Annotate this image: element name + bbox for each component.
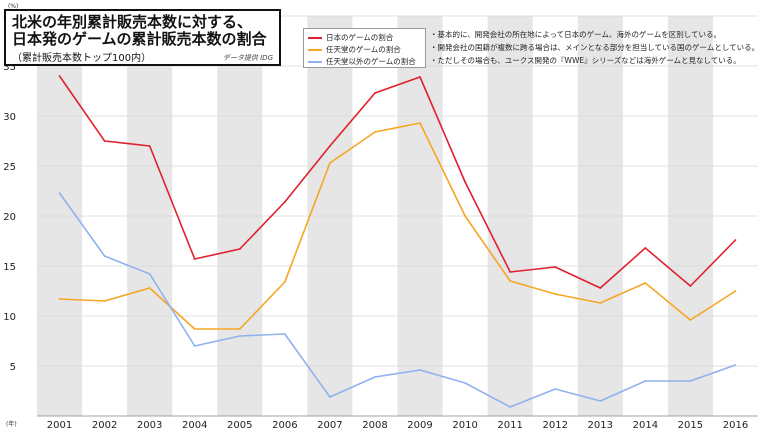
data-point — [193, 328, 196, 330]
legend-item-japan: 日本のゲームの割合 — [308, 32, 393, 43]
data-point — [464, 181, 466, 183]
data-point — [464, 215, 466, 217]
x-tick-label: 2004 — [182, 420, 207, 431]
data-point — [148, 145, 151, 147]
data-point — [644, 247, 647, 249]
legend: 日本のゲームの割合 任天堂のゲームの割合 任天堂以外のゲームの割合 — [303, 28, 426, 68]
data-point — [374, 131, 376, 133]
data-point — [419, 122, 421, 124]
data-point — [509, 406, 512, 408]
x-tick-label: 2003 — [137, 420, 162, 431]
legend-swatch-japan — [308, 37, 322, 39]
data-point — [689, 285, 692, 287]
chart-subtitle: （累計販売本数トップ100内） — [12, 53, 152, 64]
x-tick-label: 2008 — [362, 420, 387, 431]
data-point — [509, 271, 512, 273]
legend-item-nintendo: 任天堂のゲームの割合 — [308, 44, 401, 55]
y-tick-label: 15 — [3, 262, 16, 273]
x-unit-label: (年) — [6, 420, 17, 428]
data-point — [644, 380, 647, 382]
data-point — [689, 380, 692, 382]
data-point — [734, 239, 737, 241]
note-1: ・基本的に、開発会社の所在地によって日本のゲーム、海外のゲームを区別している。 — [430, 30, 721, 39]
data-point — [103, 140, 106, 142]
data-point — [193, 345, 196, 347]
data-point — [374, 92, 376, 94]
x-tick-label: 2012 — [542, 420, 567, 431]
x-tick-label: 2014 — [633, 420, 658, 431]
x-tick-label: 2006 — [272, 420, 297, 431]
series-line-0 — [58, 75, 737, 289]
x-tick-label: 2001 — [47, 420, 72, 431]
title-box: 北米の年別累計販売本数に対する、 日本発のゲームの累計販売本数の割合 （累計販売… — [4, 9, 281, 66]
data-source: データ提供 IDG — [222, 54, 273, 62]
data-point — [238, 248, 241, 250]
data-point — [464, 382, 466, 384]
legend-swatch-other — [308, 61, 322, 63]
data-point — [689, 319, 692, 321]
y-tick-label: 30 — [3, 112, 16, 123]
x-tick-label: 2007 — [317, 420, 342, 431]
chart-title-line2: 日本発のゲームの累計販売本数の割合 — [12, 30, 267, 48]
data-point — [329, 145, 331, 147]
y-tick-label: 5 — [10, 362, 16, 373]
note-2: ・開発会社の国籍が複数に跨る場合は、メインとなる部分を担当している国のゲームとし… — [430, 43, 760, 52]
notes: ・基本的に、開発会社の所在地によって日本のゲーム、海外のゲームを区別している。 … — [430, 28, 759, 67]
series-lines — [58, 75, 737, 408]
data-point — [599, 302, 602, 304]
data-point — [103, 255, 106, 257]
data-point — [599, 287, 602, 289]
y-unit-label: (%) — [8, 3, 18, 10]
data-point — [554, 293, 557, 295]
data-point — [283, 281, 286, 283]
y-tick-label: 20 — [3, 212, 16, 223]
data-point — [329, 396, 331, 398]
x-tick-label: 2002 — [92, 420, 117, 431]
y-tick-label: 35 — [3, 62, 16, 73]
data-point — [509, 280, 512, 282]
x-tick-label: 2011 — [497, 420, 522, 431]
data-point — [374, 376, 376, 378]
data-point — [58, 75, 61, 77]
x-tick-label: 2010 — [452, 420, 477, 431]
data-point — [148, 273, 151, 275]
data-point — [148, 287, 151, 289]
series-line-2 — [58, 192, 736, 408]
data-point — [238, 328, 241, 330]
y-tick-label: 25 — [3, 162, 16, 173]
x-tick-label: 2009 — [407, 420, 432, 431]
data-point — [734, 290, 737, 292]
data-point — [58, 192, 61, 194]
data-point — [58, 298, 61, 300]
y-tick-label: 10 — [3, 312, 16, 323]
legend-item-other: 任天堂以外のゲームの割合 — [308, 56, 416, 67]
data-point — [554, 388, 557, 390]
data-point — [238, 335, 241, 337]
data-point — [283, 333, 286, 335]
data-point — [554, 266, 557, 268]
data-point — [329, 162, 331, 164]
note-3: ・ただしその場合も、ユークス開発の『WWE』シリーズなどは海外ゲームと見なしてい… — [430, 56, 741, 65]
legend-label-other: 任天堂以外のゲームの割合 — [326, 57, 416, 66]
data-point — [599, 400, 602, 402]
x-tick-label: 2015 — [678, 420, 703, 431]
x-tick-label: 2016 — [723, 420, 748, 431]
legend-label-japan: 日本のゲームの割合 — [326, 33, 394, 42]
x-tick-label: 2013 — [588, 420, 613, 431]
data-point — [644, 282, 647, 284]
legend-swatch-nintendo — [308, 49, 322, 51]
data-point — [734, 364, 737, 366]
data-point — [419, 369, 421, 371]
chart-title-line1: 北米の年別累計販売本数に対する、 — [12, 13, 253, 31]
data-point — [193, 258, 196, 260]
data-point — [419, 76, 421, 78]
data-point — [103, 300, 106, 302]
data-point — [283, 201, 286, 203]
legend-label-nintendo: 任天堂のゲームの割合 — [326, 45, 401, 54]
x-tick-label: 2005 — [227, 420, 252, 431]
